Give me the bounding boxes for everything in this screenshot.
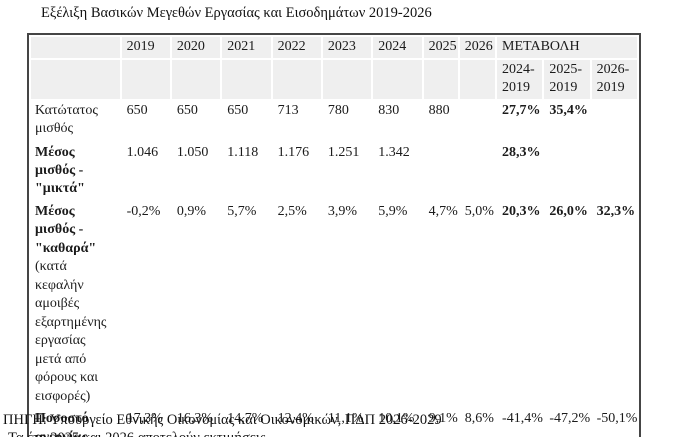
change-header: ΜΕΤΑΒΟΛΗ [497,37,637,58]
header-row-years: 2019 2020 2021 2022 2023 2024 2025 2026 … [31,37,637,58]
header-row-periods: 2024- 2019 2025- 2019 2026- 2019 [31,59,637,99]
value-cell: 16,3% [176,411,214,427]
value-cell: 880 [428,102,450,118]
blank-header-cell [373,59,422,99]
value-cell [460,101,495,141]
change-cell: -47,2% [549,411,591,427]
row-label: Μέσος μισθός - "μικτά" [31,143,120,200]
value-cell: 650 [176,102,198,118]
value-cell: -0,2% [126,203,161,219]
value-cell: 8,6% [464,411,494,427]
change-subheader: 2024- 2019 [497,59,543,99]
value-cell: 1.342 [378,144,410,160]
value-cell [424,143,458,200]
value-cell: 17,3% [126,411,163,427]
value-cell: 650 [227,102,249,118]
change-cell: 20,3% [502,203,541,219]
blank-header-cell [322,59,372,99]
change-cell: 35,4% [549,102,588,118]
value-cell: 4,7% [428,203,458,219]
source-note: ΠΗΓΗ: Υπουργείο Εθνικής Οικονομίας και Ο… [3,412,442,428]
value-cell: 3,9% [327,203,358,219]
table-row: Μέσος μισθός - "μικτά" 1.046 1.050 1.118… [31,143,637,200]
change-cell: 26,0% [549,203,588,219]
value-cell: 10,1% [378,411,415,427]
year-header: 2025 [423,37,458,58]
value-cell: 1.251 [327,144,360,160]
change-cell: -50,1% [596,411,638,427]
table-row: Ποσοστό ανεργίας 17,3% 16,3% 14,7% 12,4%… [31,409,637,437]
blank-header-cell [171,59,221,99]
clipped-bottom-line: Τα έτη 2025 και 2026 αποτελούν εκτιμήσει… [8,430,266,437]
value-cell: 2,5% [277,203,307,219]
row-label-text: Κατώτατος μισθός [35,102,98,136]
blank-header-cell [459,59,496,99]
labor-income-table: 2019 2020 2021 2022 2023 2024 2025 2026 … [27,33,641,437]
row-label-text: Μέσος μισθός - "καθαρά" [35,203,97,256]
value-cell: 1.050 [176,144,209,160]
change-cell: -41,4% [502,411,543,427]
blank-header-cell [31,59,120,99]
year-header: 2020 [171,37,221,58]
change-cell [592,101,637,141]
value-cell: 14,7% [227,411,264,427]
change-cell: 32,3% [596,203,636,219]
value-cell: 780 [327,102,349,118]
value-cell: 12,4% [277,411,314,427]
row-label-text: Ποσοστό ανεργίας [35,411,89,437]
change-cell: 27,7% [502,102,541,118]
blank-header-cell [423,59,458,99]
year-header: 2023 [322,37,372,58]
year-header: 2022 [272,37,321,58]
change-cell [592,143,637,200]
year-header: 2021 [222,37,271,58]
value-cell: 5,0% [464,203,494,219]
value-cell: 5,9% [378,203,408,219]
table-row: Μέσος μισθός - "καθαρά" (κατά κεφαλήν αμ… [31,202,637,407]
corner-cell [31,37,120,58]
value-cell: 9,1% [428,411,458,427]
value-cell: 0,9% [176,203,207,219]
blank-header-cell [272,59,321,99]
change-cell [544,143,589,200]
row-label: Μέσος μισθός - "καθαρά" (κατά κεφαλήν αμ… [31,202,120,407]
row-label: Ποσοστό ανεργίας [31,409,120,437]
value-cell: 713 [277,102,299,118]
blank-header-cell [222,59,271,99]
value-cell: 1.176 [277,144,310,160]
row-label: Κατώτατος μισθός [31,101,120,141]
value-cell: 1.046 [126,144,159,160]
table-row: Κατώτατος μισθός 650 650 650 713 780 830… [31,101,637,141]
change-subheader: 2025- 2019 [544,59,590,99]
year-header: 2019 [121,37,170,58]
year-header: 2024 [373,37,422,58]
value-cell: 1.118 [227,144,259,160]
year-header: 2026 [459,37,496,58]
value-cell: 650 [126,102,148,118]
row-label-note: (κατά κεφαλήν αμοιβές εξαρτημένης εργασί… [35,259,107,404]
value-cell: 5,7% [227,203,257,219]
value-cell [460,143,495,200]
blank-header-cell [121,59,170,99]
page-title: Εξέλιξη Βασικών Μεγεθών Εργασίας και Εισ… [41,5,432,21]
change-cell: 28,3% [502,144,541,160]
change-subheader: 2026- 2019 [591,59,637,99]
value-cell: 11,1% [327,411,364,427]
value-cell: 830 [378,102,400,118]
row-label-text: Μέσος μισθός - "μικτά" [35,144,85,197]
